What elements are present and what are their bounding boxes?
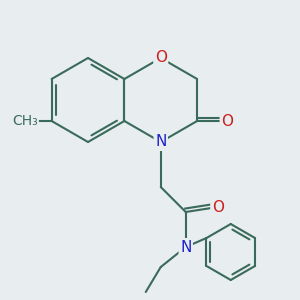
Text: O: O bbox=[212, 200, 224, 214]
Text: N: N bbox=[155, 134, 166, 149]
Text: O: O bbox=[155, 50, 167, 65]
Text: N: N bbox=[180, 239, 191, 254]
Text: CH₃: CH₃ bbox=[12, 114, 38, 128]
Text: O: O bbox=[221, 113, 233, 128]
